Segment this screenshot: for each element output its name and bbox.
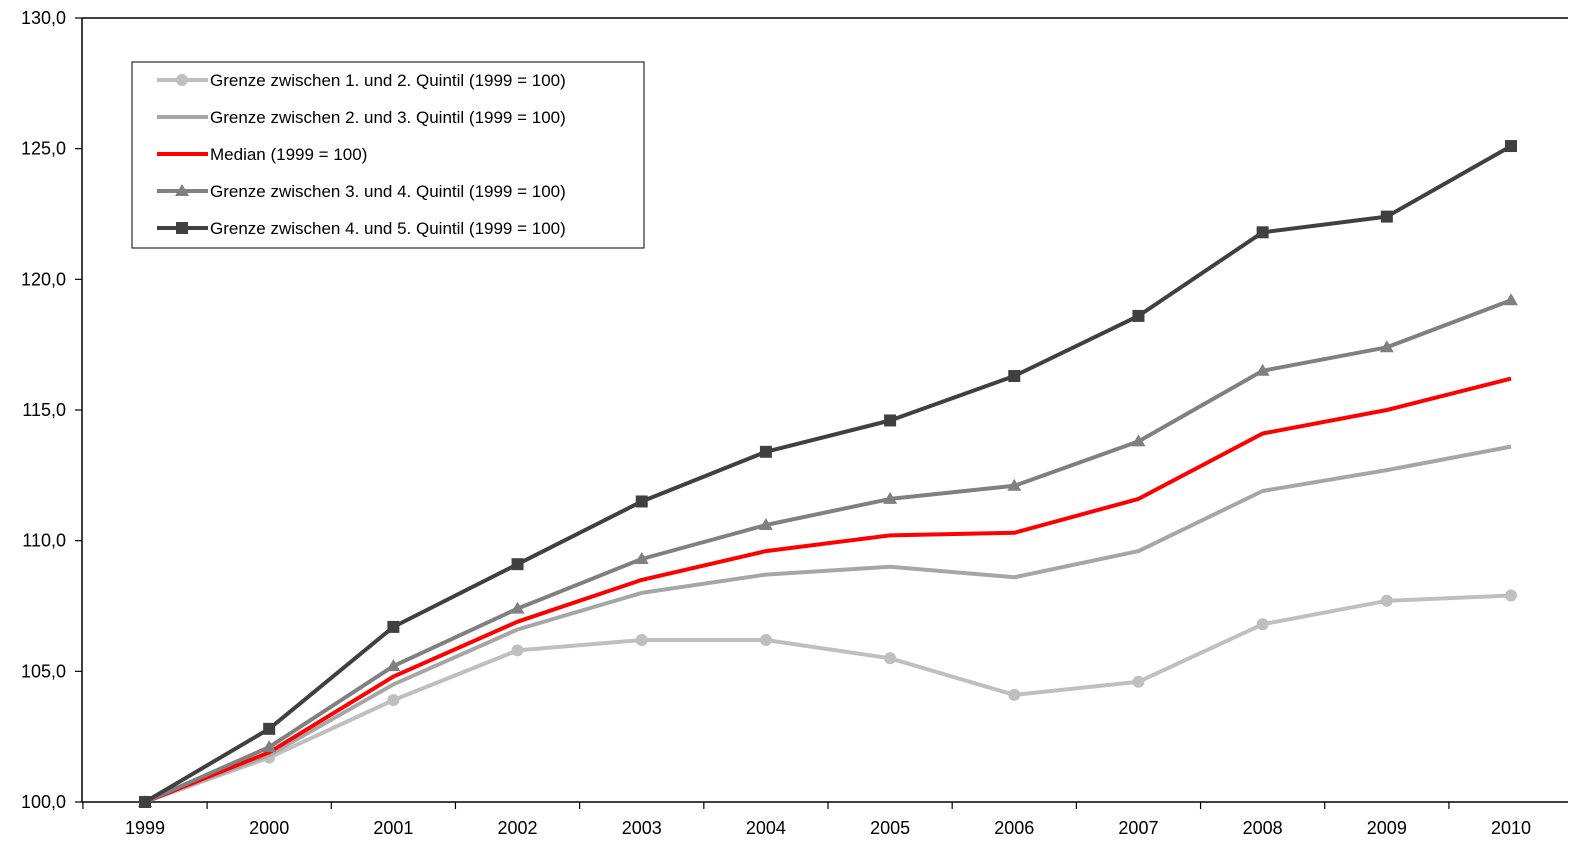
data-point-marker xyxy=(759,445,772,458)
legend-item: Grenze zwischen 1. und 2. Quintil (1999 … xyxy=(157,71,566,90)
legend-label: Grenze zwischen 1. und 2. Quintil (1999 … xyxy=(210,71,566,90)
data-point-marker xyxy=(387,694,400,707)
data-point-marker xyxy=(1007,478,1022,491)
data-point-marker xyxy=(263,722,276,735)
legend-label: Grenze zwischen 4. und 5. Quintil (1999 … xyxy=(210,219,566,238)
data-point-marker xyxy=(758,517,773,530)
x-tick-label: 2006 xyxy=(994,818,1034,838)
data-point-marker xyxy=(884,652,897,665)
x-tick-label: 2009 xyxy=(1367,818,1407,838)
x-tick-label: 2002 xyxy=(498,818,538,838)
x-tick-label: 2003 xyxy=(622,818,662,838)
data-point-marker xyxy=(759,633,772,646)
y-tick-label: 125,0 xyxy=(21,139,66,159)
series-line xyxy=(144,593,1512,804)
data-point-marker xyxy=(139,796,151,808)
data-point-marker xyxy=(634,551,649,564)
data-point-marker xyxy=(511,558,524,571)
y-tick-label: 110,0 xyxy=(22,531,66,551)
data-point-marker xyxy=(262,740,277,753)
y-tick-label: 105,0 xyxy=(21,661,66,681)
y-tick-label: 120,0 xyxy=(21,269,66,289)
data-point-marker xyxy=(1132,675,1145,688)
legend-label: Grenze zwischen 2. und 3. Quintil (1999 … xyxy=(210,108,566,127)
data-point-marker xyxy=(1380,210,1393,223)
x-tick-label: 2001 xyxy=(373,818,413,838)
data-point-marker xyxy=(884,414,897,427)
x-axis-ticks: 1999 2000 2001 2002 2003 2004 2005 2006 2007 2008… xyxy=(82,802,1531,838)
series-line xyxy=(143,144,1512,804)
data-point-marker xyxy=(1131,434,1146,447)
data-point-marker xyxy=(1132,309,1145,322)
x-tick-label: 2008 xyxy=(1243,818,1283,838)
data-point-marker xyxy=(1255,363,1270,376)
data-point-marker xyxy=(511,644,524,657)
data-point-marker xyxy=(510,601,525,614)
x-tick-label: 2000 xyxy=(249,818,289,838)
data-point-marker xyxy=(635,495,648,508)
x-tick-label: 2004 xyxy=(746,818,786,838)
y-tick-label: 115,0 xyxy=(22,400,66,420)
data-point-marker xyxy=(386,659,401,672)
y-tick-label: 130,0 xyxy=(21,8,66,28)
y-axis-ticks: 100,0 105,0 110,0 115,0 120,0 125,0 130,0 xyxy=(21,8,82,812)
series-4 xyxy=(138,293,1518,807)
x-tick-label: 2010 xyxy=(1491,818,1531,838)
data-point-marker xyxy=(1504,293,1518,306)
series-3 xyxy=(144,376,1512,804)
data-point-marker xyxy=(387,620,400,633)
legend-item: Grenze zwischen 3. und 4. Quintil (1999 … xyxy=(157,182,566,201)
legend-item: Grenze zwischen 4. und 5. Quintil (1999 … xyxy=(157,219,566,238)
legend-marker xyxy=(176,74,188,86)
series-line xyxy=(144,298,1512,804)
x-tick-label: 2005 xyxy=(870,818,910,838)
x-tick-label: 2007 xyxy=(1118,818,1158,838)
legend: Grenze zwischen 1. und 2. Quintil (1999 … xyxy=(131,61,645,249)
legend-item: Median (1999 = 100) xyxy=(157,145,367,164)
data-point-marker xyxy=(1256,618,1269,631)
data-point-marker xyxy=(1380,594,1393,607)
series-2 xyxy=(144,444,1512,804)
legend-label: Median (1999 = 100) xyxy=(210,145,367,164)
series-5 xyxy=(139,140,1517,808)
data-point-marker xyxy=(883,491,898,504)
series-layer xyxy=(138,140,1518,808)
data-point-marker xyxy=(1505,140,1517,153)
legend-marker xyxy=(175,184,189,196)
series-line xyxy=(144,444,1512,804)
data-point-marker xyxy=(1008,688,1021,701)
data-point-marker xyxy=(1256,226,1269,239)
data-point-marker xyxy=(635,633,648,646)
data-point-marker xyxy=(1379,340,1394,353)
data-point-marker xyxy=(1008,370,1021,383)
series-line xyxy=(144,376,1512,804)
legend-item: Grenze zwischen 2. und 3. Quintil (1999 … xyxy=(157,108,566,127)
data-point-marker xyxy=(1505,589,1517,602)
legend-box xyxy=(131,61,645,249)
y-tick-label: 100,0 xyxy=(21,792,66,812)
legend-marker xyxy=(176,222,188,234)
legend-label: Grenze zwischen 3. und 4. Quintil (1999 … xyxy=(210,182,566,201)
x-tick-label: 1999 xyxy=(125,818,165,838)
